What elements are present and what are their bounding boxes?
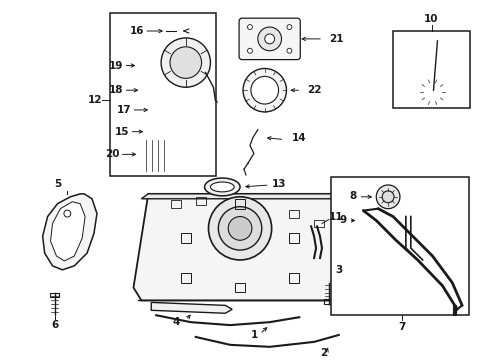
Text: 10: 10: [424, 14, 439, 24]
Polygon shape: [151, 302, 232, 313]
Circle shape: [247, 48, 252, 53]
Ellipse shape: [138, 59, 148, 63]
Bar: [324, 300, 334, 305]
Bar: [331, 177, 469, 315]
Circle shape: [287, 48, 292, 53]
Circle shape: [247, 24, 252, 30]
Text: 9: 9: [340, 216, 346, 225]
Text: 11: 11: [329, 212, 343, 221]
Ellipse shape: [142, 85, 149, 88]
Polygon shape: [50, 202, 85, 261]
Bar: [139, 140, 167, 171]
Circle shape: [258, 27, 282, 51]
Bar: [290, 210, 299, 217]
Bar: [393, 31, 470, 108]
Text: 2: 2: [320, 348, 328, 358]
Bar: [49, 293, 59, 297]
Circle shape: [219, 207, 262, 250]
Text: 20: 20: [105, 149, 120, 159]
Text: 13: 13: [271, 179, 286, 189]
Bar: [314, 220, 324, 228]
Bar: [110, 13, 217, 176]
Polygon shape: [133, 194, 348, 301]
Ellipse shape: [211, 182, 234, 192]
Text: 22: 22: [307, 85, 321, 95]
Text: 6: 6: [51, 320, 58, 330]
Text: 5: 5: [54, 179, 61, 189]
Bar: [142, 86, 149, 94]
Bar: [138, 60, 148, 72]
Ellipse shape: [147, 125, 154, 128]
Circle shape: [64, 210, 71, 217]
Circle shape: [228, 217, 252, 240]
Circle shape: [251, 76, 278, 104]
Text: 16: 16: [130, 26, 145, 36]
Ellipse shape: [204, 178, 240, 196]
Circle shape: [161, 38, 211, 87]
Text: 8: 8: [349, 191, 357, 201]
Text: 14: 14: [292, 132, 306, 143]
Bar: [147, 127, 154, 136]
Text: 19: 19: [109, 60, 123, 71]
Text: 17: 17: [117, 105, 131, 115]
Text: 4: 4: [172, 317, 180, 327]
Bar: [151, 103, 167, 121]
Bar: [196, 197, 205, 205]
Polygon shape: [142, 194, 341, 199]
Ellipse shape: [151, 100, 167, 105]
Text: 12: 12: [87, 95, 102, 105]
Circle shape: [376, 185, 400, 209]
Ellipse shape: [151, 118, 167, 123]
Circle shape: [287, 24, 292, 30]
Circle shape: [170, 47, 201, 78]
Circle shape: [265, 34, 274, 44]
Circle shape: [243, 68, 287, 112]
Ellipse shape: [139, 136, 167, 144]
Bar: [176, 27, 184, 35]
Bar: [171, 200, 181, 208]
Polygon shape: [43, 194, 97, 270]
Text: 7: 7: [398, 322, 406, 332]
FancyBboxPatch shape: [239, 18, 300, 60]
Text: 21: 21: [329, 34, 343, 44]
Circle shape: [423, 82, 442, 102]
Circle shape: [208, 197, 271, 260]
Text: 15: 15: [115, 127, 129, 137]
Text: 1: 1: [251, 330, 259, 340]
Text: 18: 18: [109, 85, 123, 95]
Text: 3: 3: [335, 265, 343, 275]
Circle shape: [382, 191, 394, 203]
